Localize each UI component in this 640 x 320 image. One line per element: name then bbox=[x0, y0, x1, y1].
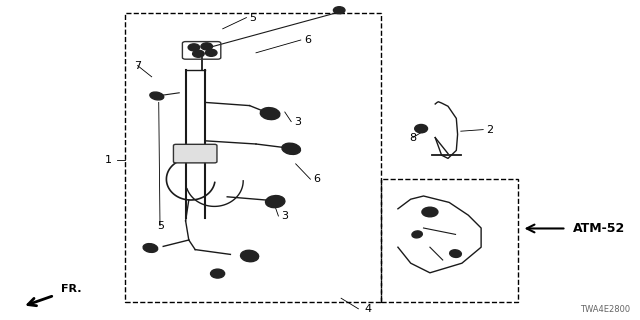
Ellipse shape bbox=[143, 244, 157, 252]
Ellipse shape bbox=[415, 124, 428, 133]
Ellipse shape bbox=[282, 143, 301, 155]
Text: 3: 3 bbox=[282, 211, 289, 221]
Ellipse shape bbox=[205, 49, 217, 56]
Text: 5: 5 bbox=[250, 12, 257, 23]
Ellipse shape bbox=[150, 92, 164, 100]
Ellipse shape bbox=[260, 108, 280, 120]
Text: 7: 7 bbox=[134, 60, 141, 71]
Ellipse shape bbox=[266, 196, 285, 208]
FancyBboxPatch shape bbox=[173, 144, 217, 163]
Ellipse shape bbox=[422, 207, 438, 217]
Ellipse shape bbox=[211, 269, 225, 278]
Text: 6: 6 bbox=[304, 35, 311, 45]
Ellipse shape bbox=[193, 50, 204, 57]
Ellipse shape bbox=[201, 43, 212, 50]
Text: 3: 3 bbox=[294, 116, 301, 127]
Text: FR.: FR. bbox=[61, 284, 81, 294]
Text: 2: 2 bbox=[486, 124, 493, 135]
Text: 8: 8 bbox=[410, 132, 417, 143]
Text: 1: 1 bbox=[105, 155, 112, 165]
Ellipse shape bbox=[188, 44, 200, 51]
Text: 6: 6 bbox=[314, 174, 321, 184]
Text: ATM-52: ATM-52 bbox=[573, 222, 625, 235]
Ellipse shape bbox=[450, 250, 461, 257]
Text: 4: 4 bbox=[365, 304, 372, 314]
Bar bbox=[125, 13, 381, 302]
Ellipse shape bbox=[333, 7, 345, 14]
Text: 5: 5 bbox=[157, 220, 164, 231]
Ellipse shape bbox=[241, 250, 259, 262]
Ellipse shape bbox=[412, 231, 422, 238]
Bar bbox=[381, 179, 518, 302]
Text: TWA4E2800: TWA4E2800 bbox=[580, 305, 630, 314]
